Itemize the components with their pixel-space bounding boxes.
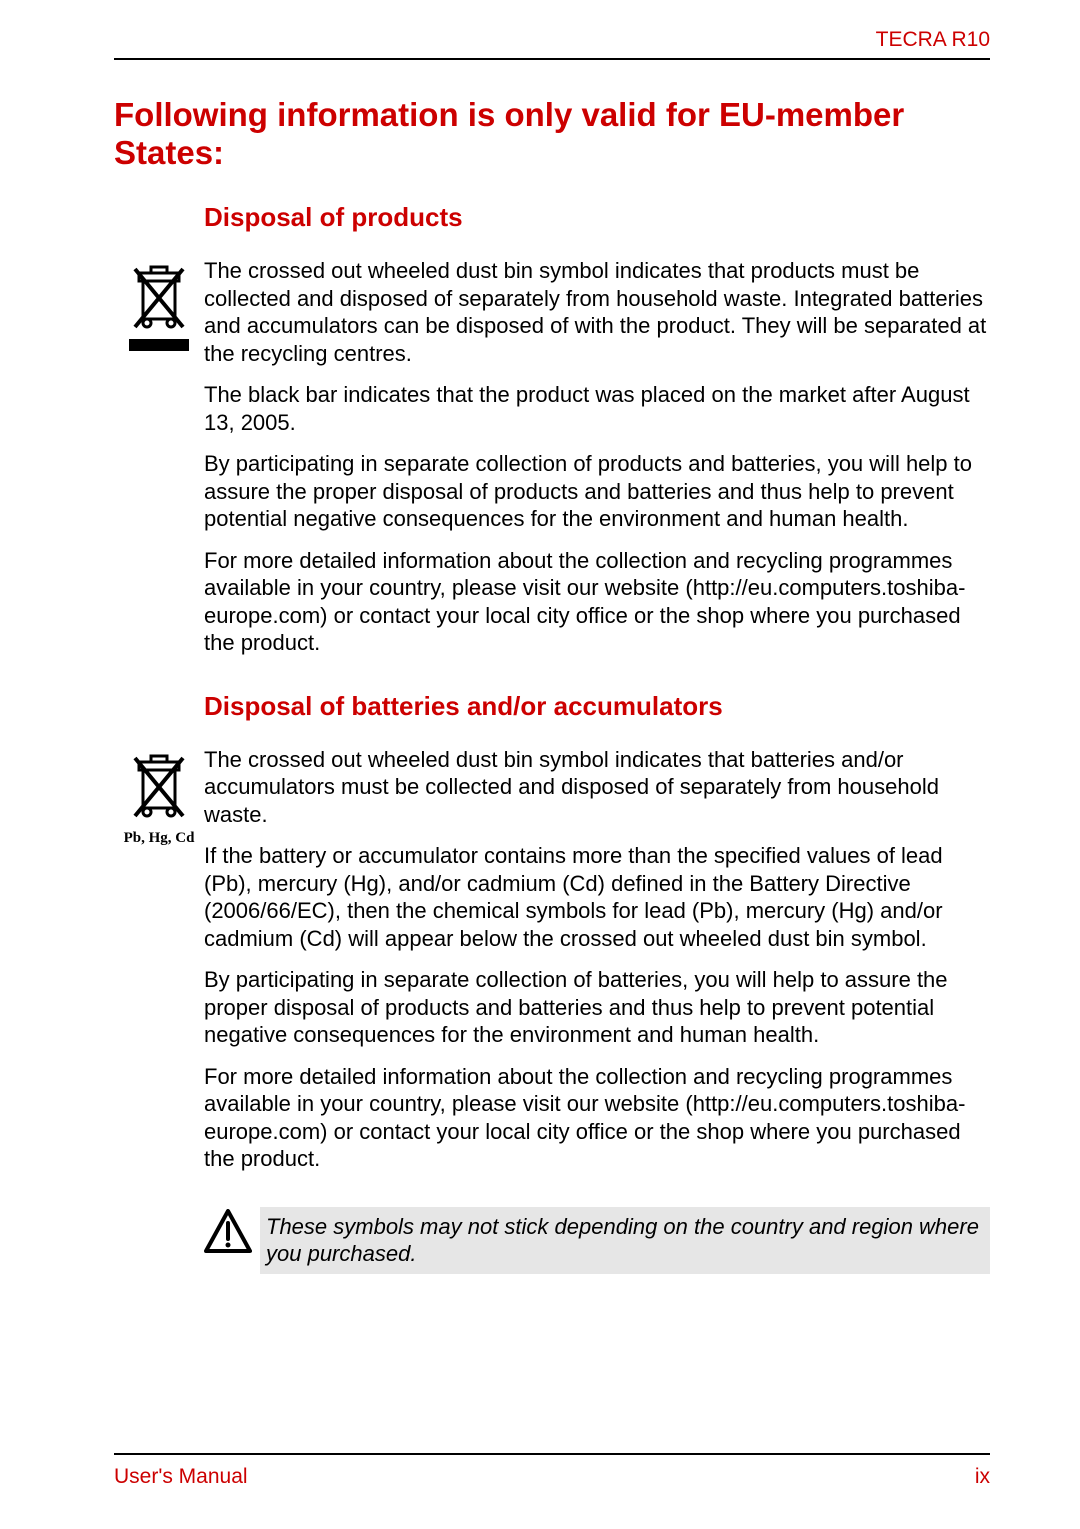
products-text: The crossed out wheeled dust bin symbol … xyxy=(204,257,990,671)
chemical-symbols-label: Pb, Hg, Cd xyxy=(124,830,195,847)
batteries-paragraph: For more detailed information about the … xyxy=(204,1063,990,1173)
batteries-text: The crossed out wheeled dust bin symbol … xyxy=(204,746,990,1187)
batteries-icon-column: Pb, Hg, Cd xyxy=(114,746,204,847)
batteries-paragraph: If the battery or accumulator contains m… xyxy=(204,842,990,952)
crossed-bin-icon xyxy=(129,750,189,820)
footer-row: User's Manual ix xyxy=(114,1465,990,1489)
caution-text: These symbols may not stick depending on… xyxy=(260,1207,990,1274)
products-heading: Disposal of products xyxy=(204,202,990,233)
batteries-paragraph: By participating in separate collection … xyxy=(204,966,990,1049)
header-model: TECRA R10 xyxy=(114,28,990,52)
footer-left: User's Manual xyxy=(114,1465,248,1489)
caution-note: These symbols may not stick depending on… xyxy=(204,1207,990,1274)
products-block: The crossed out wheeled dust bin symbol … xyxy=(114,257,990,671)
page: TECRA R10 Following information is only … xyxy=(0,0,1080,1529)
footer-right: ix xyxy=(975,1465,990,1489)
products-paragraph: The crossed out wheeled dust bin symbol … xyxy=(204,257,990,367)
batteries-block: Pb, Hg, Cd The crossed out wheeled dust … xyxy=(114,746,990,1187)
products-paragraph: For more detailed information about the … xyxy=(204,547,990,657)
header-rule xyxy=(114,58,990,60)
crossed-bin-icon xyxy=(129,261,189,331)
caution-icon-wrap xyxy=(204,1207,260,1258)
caution-triangle-icon xyxy=(204,1209,252,1253)
batteries-heading: Disposal of batteries and/or accumulator… xyxy=(204,691,990,722)
batteries-paragraph: The crossed out wheeled dust bin symbol … xyxy=(204,746,990,829)
page-footer: User's Manual ix xyxy=(114,1433,990,1489)
black-bar-icon xyxy=(129,339,189,351)
products-paragraph: The black bar indicates that the product… xyxy=(204,381,990,436)
page-title: Following information is only valid for … xyxy=(114,96,990,172)
footer-rule xyxy=(114,1453,990,1455)
products-icon-column xyxy=(114,257,204,351)
products-paragraph: By participating in separate collection … xyxy=(204,450,990,533)
